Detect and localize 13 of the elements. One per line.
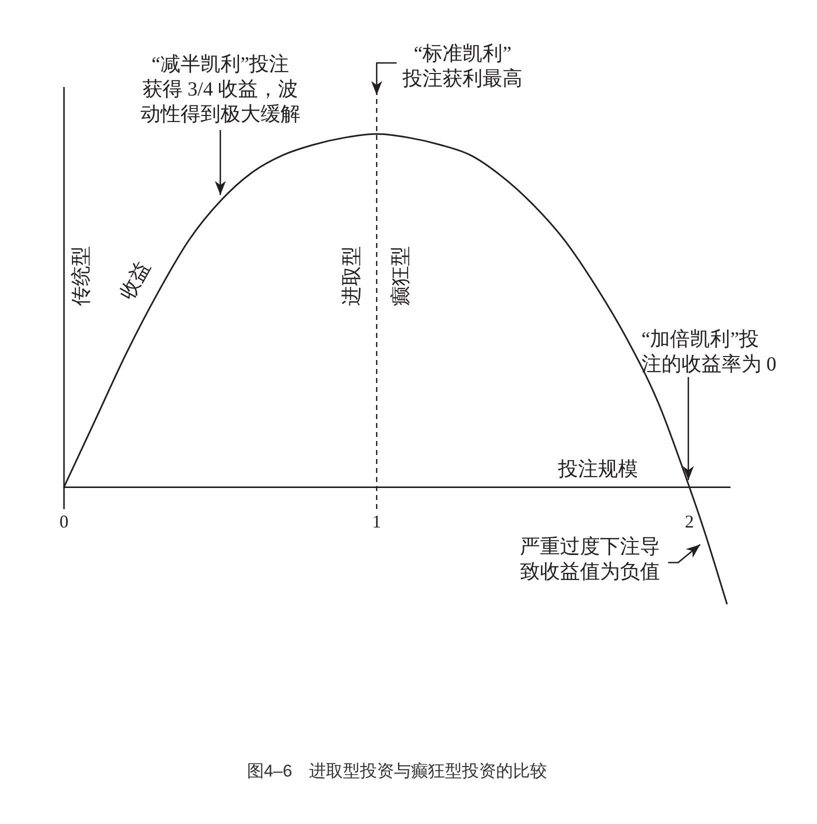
annotation: 癫狂型	[390, 246, 412, 306]
annotation: “标准凯利”投注获利最高	[402, 43, 523, 90]
annotation: 进取型	[340, 246, 363, 306]
text: 图4–6 进取型投资与癫狂型投资的比较	[246, 761, 548, 780]
x-axis-title: 投注规模	[557, 458, 638, 480]
x-tick-label: 0	[60, 512, 68, 532]
annotation: 传统型	[70, 246, 92, 306]
x-tick-label: 2	[684, 512, 694, 532]
x-tick-label: 1	[372, 512, 382, 532]
annotation: 严重过度下注导致收益值为负值	[520, 536, 660, 583]
annotation: “加倍凯利”投注的收益率为 0	[641, 328, 776, 376]
text: 收益	[116, 258, 155, 304]
annotation: “减半凯利”投注获得 3/4 收益，波动性得到极大缓解	[140, 53, 300, 126]
